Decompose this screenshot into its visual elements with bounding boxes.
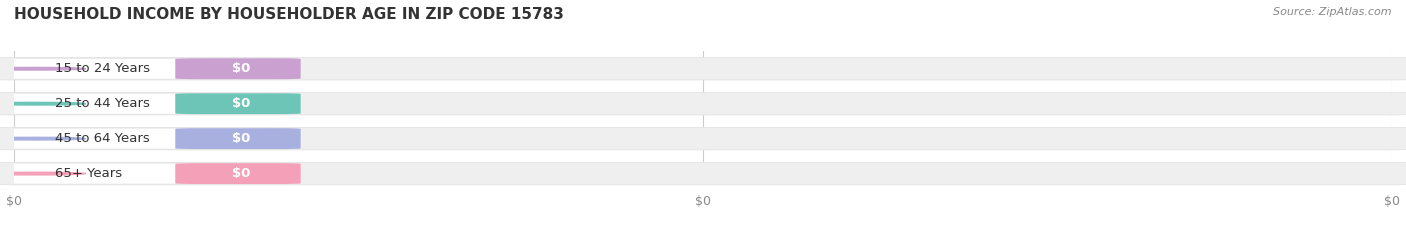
FancyBboxPatch shape xyxy=(0,58,1406,80)
FancyBboxPatch shape xyxy=(176,163,301,184)
FancyBboxPatch shape xyxy=(0,162,1406,185)
Text: Source: ZipAtlas.com: Source: ZipAtlas.com xyxy=(1274,7,1392,17)
Circle shape xyxy=(0,137,86,140)
Text: 65+ Years: 65+ Years xyxy=(55,167,122,180)
FancyBboxPatch shape xyxy=(0,93,297,114)
Text: 25 to 44 Years: 25 to 44 Years xyxy=(55,97,150,110)
Text: 15 to 24 Years: 15 to 24 Years xyxy=(55,62,150,75)
FancyBboxPatch shape xyxy=(176,128,301,149)
FancyBboxPatch shape xyxy=(0,163,297,184)
FancyBboxPatch shape xyxy=(176,58,301,79)
FancyBboxPatch shape xyxy=(176,93,301,114)
Circle shape xyxy=(0,102,86,105)
Text: HOUSEHOLD INCOME BY HOUSEHOLDER AGE IN ZIP CODE 15783: HOUSEHOLD INCOME BY HOUSEHOLDER AGE IN Z… xyxy=(14,7,564,22)
Text: $0: $0 xyxy=(232,167,250,180)
Text: $0: $0 xyxy=(232,132,250,145)
Text: $0: $0 xyxy=(232,62,250,75)
Text: $0: $0 xyxy=(232,97,250,110)
Circle shape xyxy=(0,67,86,70)
FancyBboxPatch shape xyxy=(0,127,1406,150)
Circle shape xyxy=(0,172,86,175)
FancyBboxPatch shape xyxy=(0,128,297,149)
FancyBboxPatch shape xyxy=(0,93,1406,115)
Text: 45 to 64 Years: 45 to 64 Years xyxy=(55,132,150,145)
FancyBboxPatch shape xyxy=(0,58,297,79)
